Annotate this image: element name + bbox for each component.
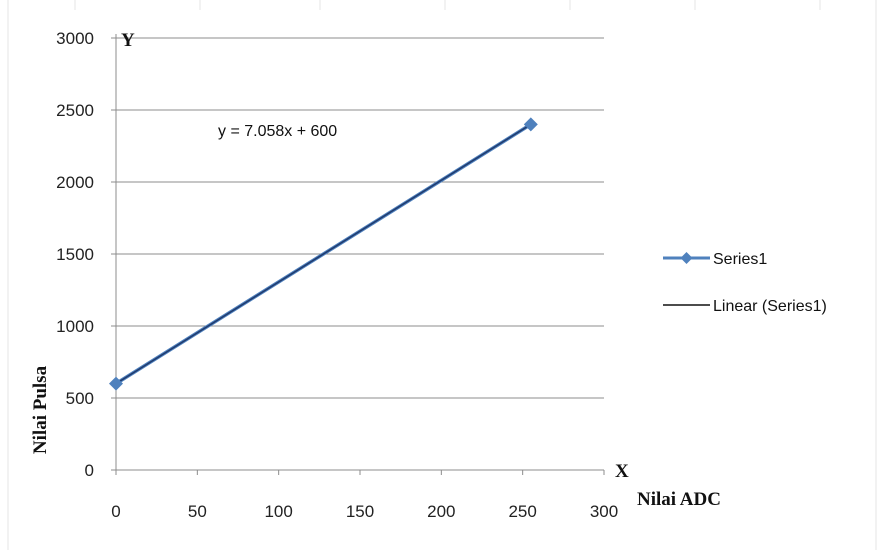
legend: Series1 Linear (Series1) xyxy=(663,251,827,315)
series1-point-0 xyxy=(109,376,123,391)
series-points xyxy=(109,117,538,391)
y-tick-label-2500: 2500 xyxy=(56,101,94,120)
y-tick-label-1500: 1500 xyxy=(56,245,94,264)
y-axis-end-label: Y xyxy=(121,30,135,51)
legend-linear-label: Linear (Series1) xyxy=(713,298,827,315)
background-cell-lines xyxy=(7,0,877,550)
x-tick-label-50: 50 xyxy=(188,502,207,521)
x-tick-label-200: 200 xyxy=(427,502,455,521)
trendline-equation: y = 7.058x + 600 xyxy=(218,123,337,140)
y-axis-title: Nilai Pulsa xyxy=(30,365,51,454)
series1-point-1 xyxy=(523,117,538,132)
x-tick-label-150: 150 xyxy=(346,502,374,521)
x-tick-labels: 0 50 100 150 200 250 300 xyxy=(111,502,618,521)
y-tick-label-2000: 2000 xyxy=(56,173,94,192)
trendline-group xyxy=(115,122,532,386)
legend-series1-label: Series1 xyxy=(713,251,767,268)
y-tick-label-1000: 1000 xyxy=(56,317,94,336)
x-axis-end-label: X xyxy=(615,461,629,482)
axes xyxy=(111,34,605,475)
x-tick-label-100: 100 xyxy=(264,502,292,521)
x-tick-label-250: 250 xyxy=(508,502,536,521)
legend-series1-marker xyxy=(680,252,693,264)
y-tick-label-500: 500 xyxy=(66,389,94,408)
y-tick-labels: 0 500 1000 1500 2000 2500 3000 xyxy=(56,29,94,480)
x-tick-label-0: 0 xyxy=(111,502,120,521)
y-tick-label-0: 0 xyxy=(85,461,94,480)
x-axis-title: Nilai ADC xyxy=(637,489,721,510)
y-tick-label-3000: 3000 xyxy=(56,29,94,48)
gridlines xyxy=(116,37,604,399)
linear-trendline xyxy=(115,123,532,385)
x-tick-label-300: 300 xyxy=(590,502,618,521)
